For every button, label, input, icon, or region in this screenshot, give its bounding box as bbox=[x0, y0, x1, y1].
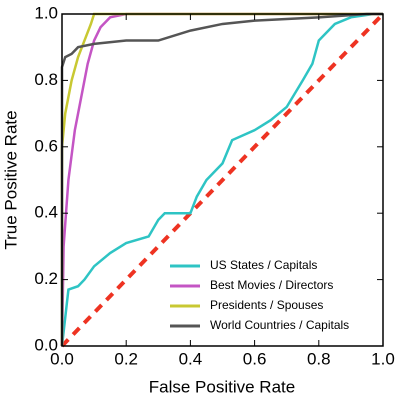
y-tick-label: 0.2 bbox=[34, 269, 58, 288]
legend-label: World Countries / Capitals bbox=[210, 318, 349, 332]
x-tick-label: 1.0 bbox=[371, 349, 395, 368]
x-tick-label: 0.2 bbox=[114, 349, 138, 368]
y-tick-label: 0.4 bbox=[34, 203, 58, 222]
roc-curve bbox=[60, 12, 383, 347]
roc-curve bbox=[60, 12, 383, 346]
x-tick-label: 0.0 bbox=[50, 349, 74, 368]
legend-label: Best Movies / Directors bbox=[210, 278, 333, 292]
legend-label: US States / Capitals bbox=[210, 258, 317, 272]
legend-label: Presidents / Spouses bbox=[210, 298, 323, 312]
y-axis-label: True Positive Rate bbox=[1, 110, 20, 249]
roc-curve bbox=[60, 12, 383, 347]
y-tick-label: 0.8 bbox=[34, 70, 58, 89]
y-tick-label: 1.0 bbox=[34, 3, 58, 22]
x-tick-label: 0.4 bbox=[179, 349, 203, 368]
y-tick-label: 0.0 bbox=[34, 335, 58, 354]
x-tick-label: 0.6 bbox=[243, 349, 267, 368]
x-tick-label: 0.8 bbox=[307, 349, 331, 368]
y-tick-label: 0.6 bbox=[34, 136, 58, 155]
chance-line bbox=[60, 12, 385, 348]
x-axis-label: False Positive Rate bbox=[149, 377, 295, 396]
plot-frame bbox=[61, 13, 384, 347]
